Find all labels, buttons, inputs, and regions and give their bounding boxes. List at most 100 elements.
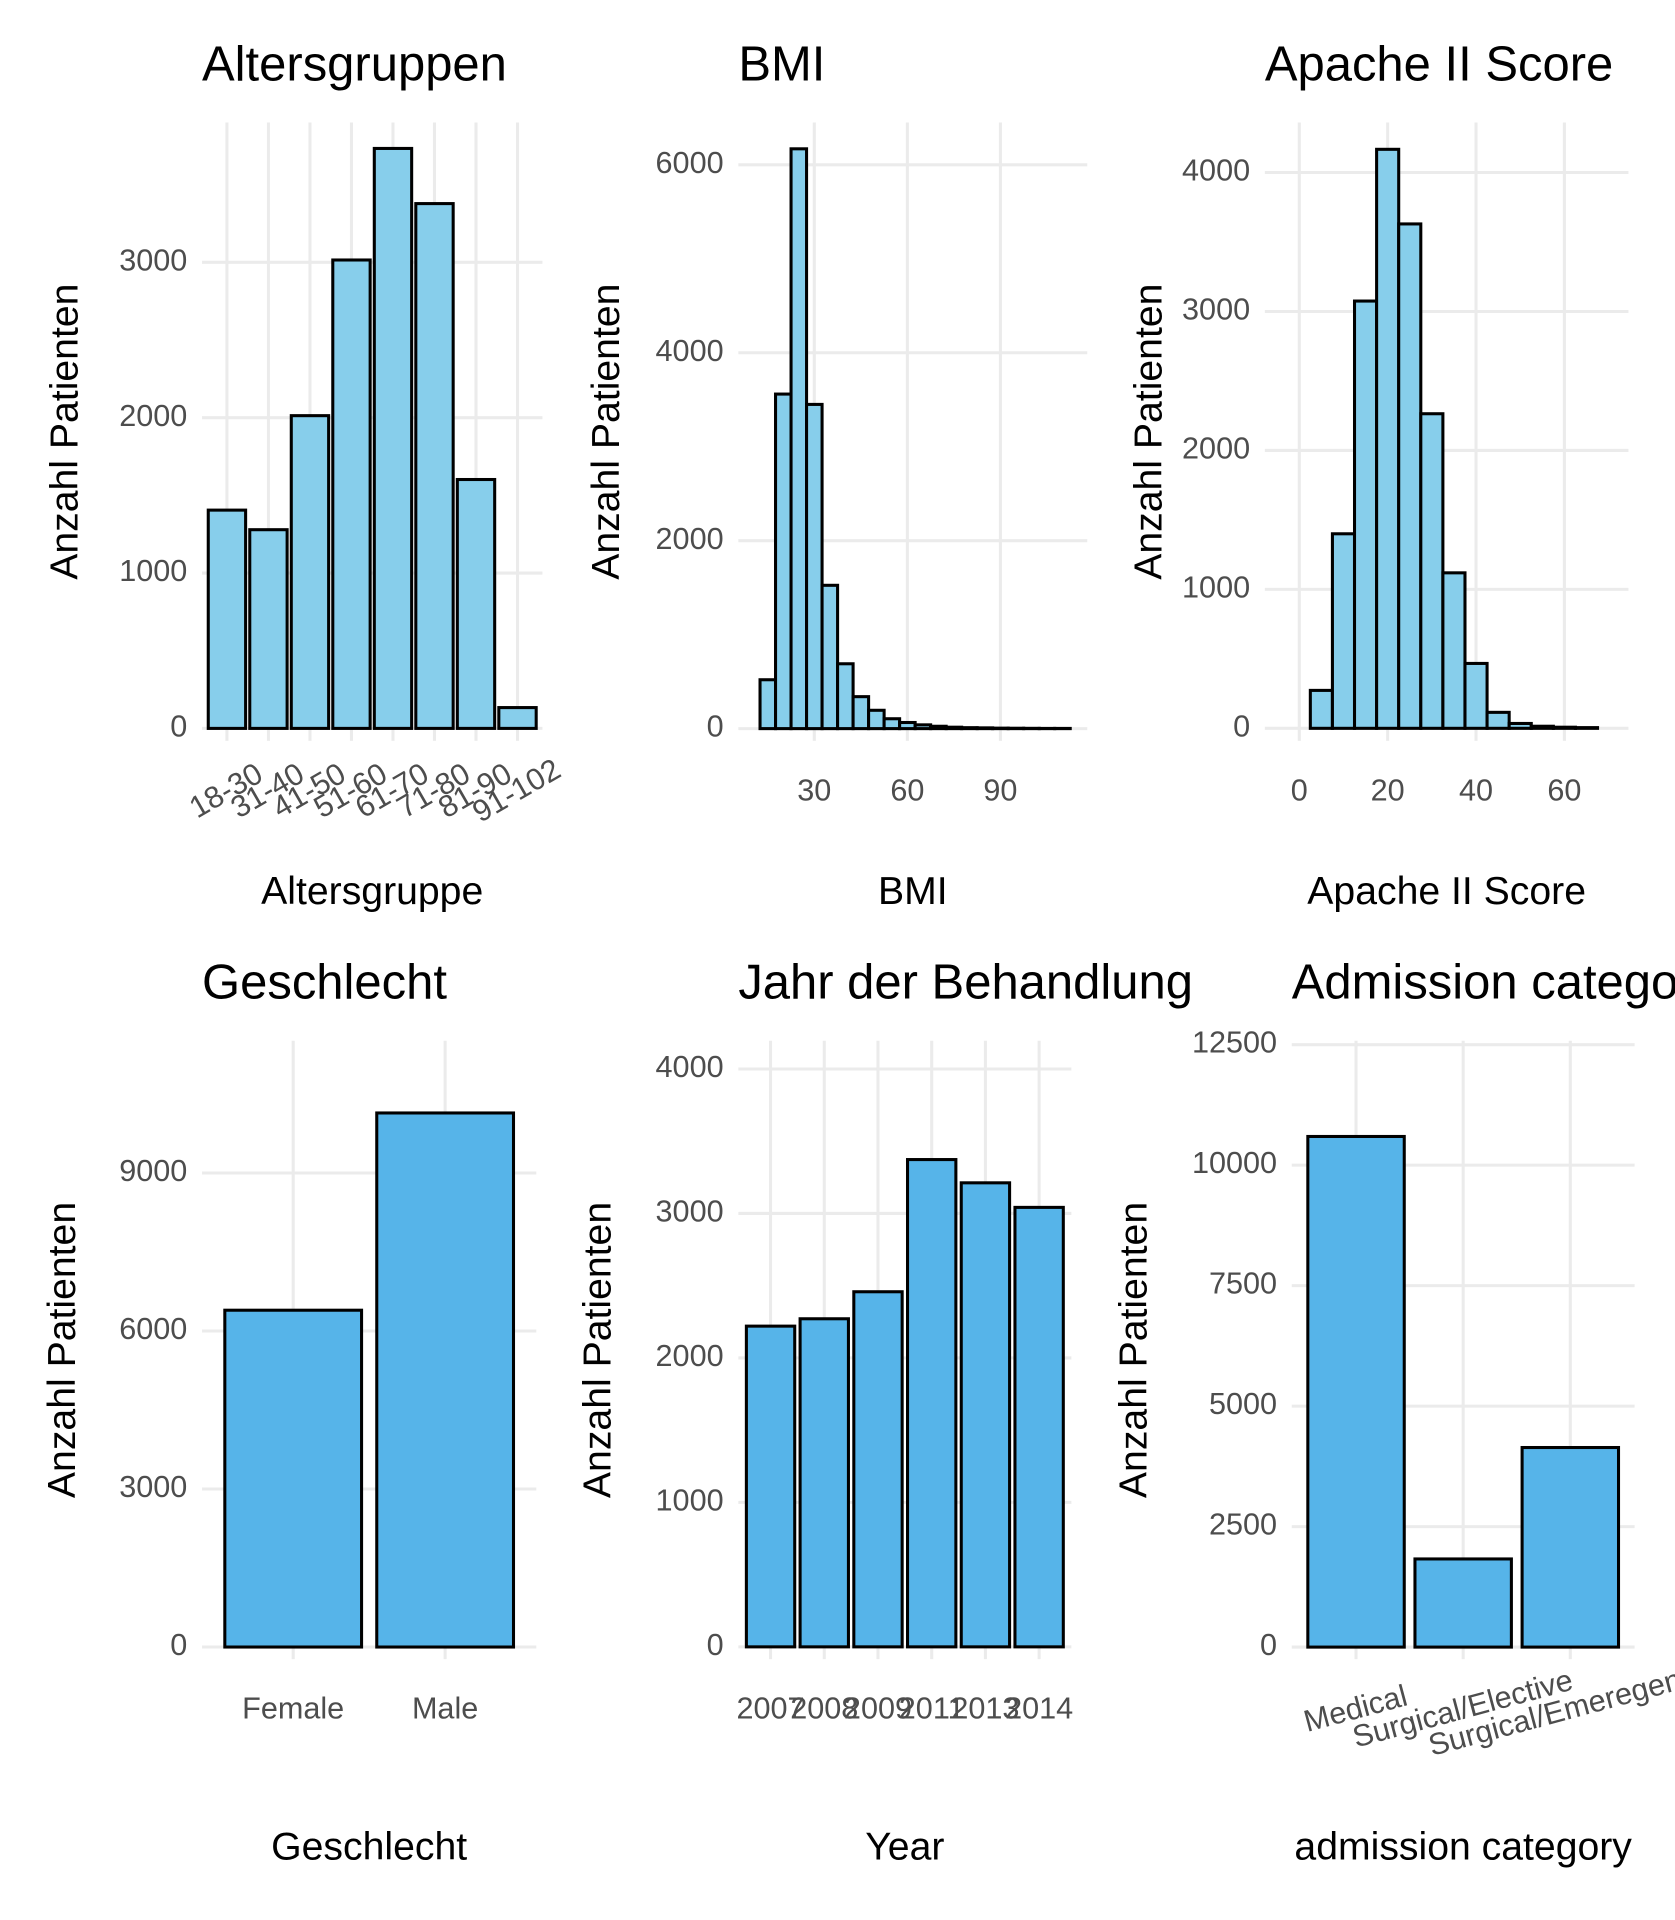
bar xyxy=(375,1111,516,1649)
bar xyxy=(1413,1557,1513,1649)
y-tick-label: 0 xyxy=(707,710,724,744)
histogram-bar xyxy=(851,695,871,731)
histogram-bar xyxy=(1397,222,1423,730)
histogram-bar xyxy=(1330,532,1357,730)
bar xyxy=(1013,1205,1065,1649)
bar xyxy=(455,477,497,730)
histogram-bar xyxy=(1485,710,1511,730)
histogram-bar xyxy=(1573,726,1600,730)
chart-title: Altersgruppen xyxy=(202,37,507,91)
chart-title: Admission category xyxy=(1292,956,1675,1010)
y-tick-label: 3000 xyxy=(119,1470,187,1504)
y-tick-label: 7500 xyxy=(1209,1267,1277,1301)
y-tick-label: 3000 xyxy=(119,243,187,277)
y-tick-label: 3000 xyxy=(1182,293,1250,327)
x-tick-label: 30 xyxy=(797,773,831,807)
histogram-bar xyxy=(820,583,840,731)
x-axis-title: BMI xyxy=(878,870,948,913)
y-tick-label: 2000 xyxy=(656,522,724,556)
histogram-bar xyxy=(1441,571,1467,730)
x-axis-title: Altersgruppe xyxy=(261,870,483,913)
y-tick-label: 5000 xyxy=(1209,1387,1277,1421)
y-tick-label: 0 xyxy=(170,709,187,743)
x-tick-label: 0 xyxy=(1291,773,1308,807)
bar xyxy=(206,508,248,730)
y-tick-label: 4000 xyxy=(1182,154,1250,188)
bar xyxy=(331,258,372,730)
x-tick-label: 91-102 xyxy=(467,752,567,829)
histogram-bar xyxy=(1551,725,1577,730)
y-tick-label: 2000 xyxy=(119,399,187,433)
histogram-bar xyxy=(1463,661,1489,730)
histogram-bar xyxy=(1529,724,1555,730)
x-axis-title: Year xyxy=(865,1825,944,1868)
histogram-bar xyxy=(1507,721,1533,730)
y-axis-title: Anzahl Patienten xyxy=(585,284,628,580)
y-tick-label: 0 xyxy=(170,1628,187,1662)
histogram-bar xyxy=(913,723,933,731)
y-axis-title: Anzahl Patienten xyxy=(576,1202,619,1498)
y-tick-label: 1000 xyxy=(1182,570,1250,604)
bar xyxy=(289,414,331,730)
histogram-bar xyxy=(975,726,995,731)
x-tick-label: 40 xyxy=(1459,773,1493,807)
bar xyxy=(223,1308,364,1649)
histogram-bar xyxy=(805,402,824,731)
y-tick-label: 0 xyxy=(1260,1628,1277,1662)
chart-title: Apache II Score xyxy=(1265,37,1613,91)
chart-title: Geschlecht xyxy=(202,956,447,1010)
histogram-bar xyxy=(789,147,809,731)
bar xyxy=(905,1158,958,1649)
histogram-bar xyxy=(867,708,886,731)
x-tick-label: 2014 xyxy=(1005,1692,1073,1726)
y-axis-title: Anzahl Patienten xyxy=(44,284,87,580)
x-tick-label: Female xyxy=(242,1692,344,1726)
bar xyxy=(372,146,414,730)
x-tick-label: 90 xyxy=(983,773,1017,807)
bar xyxy=(959,1181,1012,1649)
bar xyxy=(1306,1134,1406,1649)
y-tick-label: 1000 xyxy=(119,554,187,588)
chart-title: Jahr der Behandlung xyxy=(738,956,1193,1010)
y-axis-title: Anzahl Patienten xyxy=(1127,284,1170,580)
x-axis-title: Apache II Score xyxy=(1307,870,1586,913)
y-tick-label: 0 xyxy=(707,1628,724,1662)
histogram-bar xyxy=(836,662,855,731)
histogram-bar xyxy=(758,678,778,731)
y-axis-title: Anzahl Patienten xyxy=(1113,1202,1156,1498)
x-tick-label: 2007 xyxy=(736,1692,804,1726)
y-tick-label: 3000 xyxy=(656,1195,724,1229)
chart-title: BMI xyxy=(738,37,825,91)
histogram-bar xyxy=(944,725,964,731)
histogram-bar xyxy=(1352,299,1379,730)
histogram-bar xyxy=(1419,412,1445,730)
bar xyxy=(852,1290,904,1649)
x-axis-title: admission category xyxy=(1294,1825,1632,1868)
bar xyxy=(414,202,455,730)
x-axis-title: Geschlecht xyxy=(271,1825,467,1868)
bar xyxy=(744,1324,797,1649)
y-tick-label: 10000 xyxy=(1192,1146,1277,1180)
x-tick-label: 2009 xyxy=(844,1692,912,1726)
bar xyxy=(248,528,289,730)
y-tick-label: 4000 xyxy=(656,334,724,368)
y-tick-label: 2500 xyxy=(1209,1508,1277,1542)
histogram-bar xyxy=(960,726,979,731)
histogram-bar xyxy=(898,720,917,731)
bar xyxy=(798,1317,850,1649)
y-tick-label: 12500 xyxy=(1192,1026,1277,1060)
y-axis-title: Anzahl Patienten xyxy=(41,1202,84,1498)
x-tick-label: Male xyxy=(412,1692,478,1726)
y-tick-label: 0 xyxy=(1233,709,1250,743)
y-tick-label: 6000 xyxy=(656,146,724,180)
bar xyxy=(1520,1445,1621,1649)
histogram-bar xyxy=(929,724,948,731)
x-tick-label: 60 xyxy=(1547,773,1581,807)
y-tick-label: 4000 xyxy=(656,1050,724,1084)
bar xyxy=(497,706,538,730)
y-tick-label: 1000 xyxy=(656,1483,724,1517)
x-tick-label: 60 xyxy=(890,773,924,807)
y-tick-label: 2000 xyxy=(1182,432,1250,466)
x-tick-label: 2008 xyxy=(790,1692,858,1726)
